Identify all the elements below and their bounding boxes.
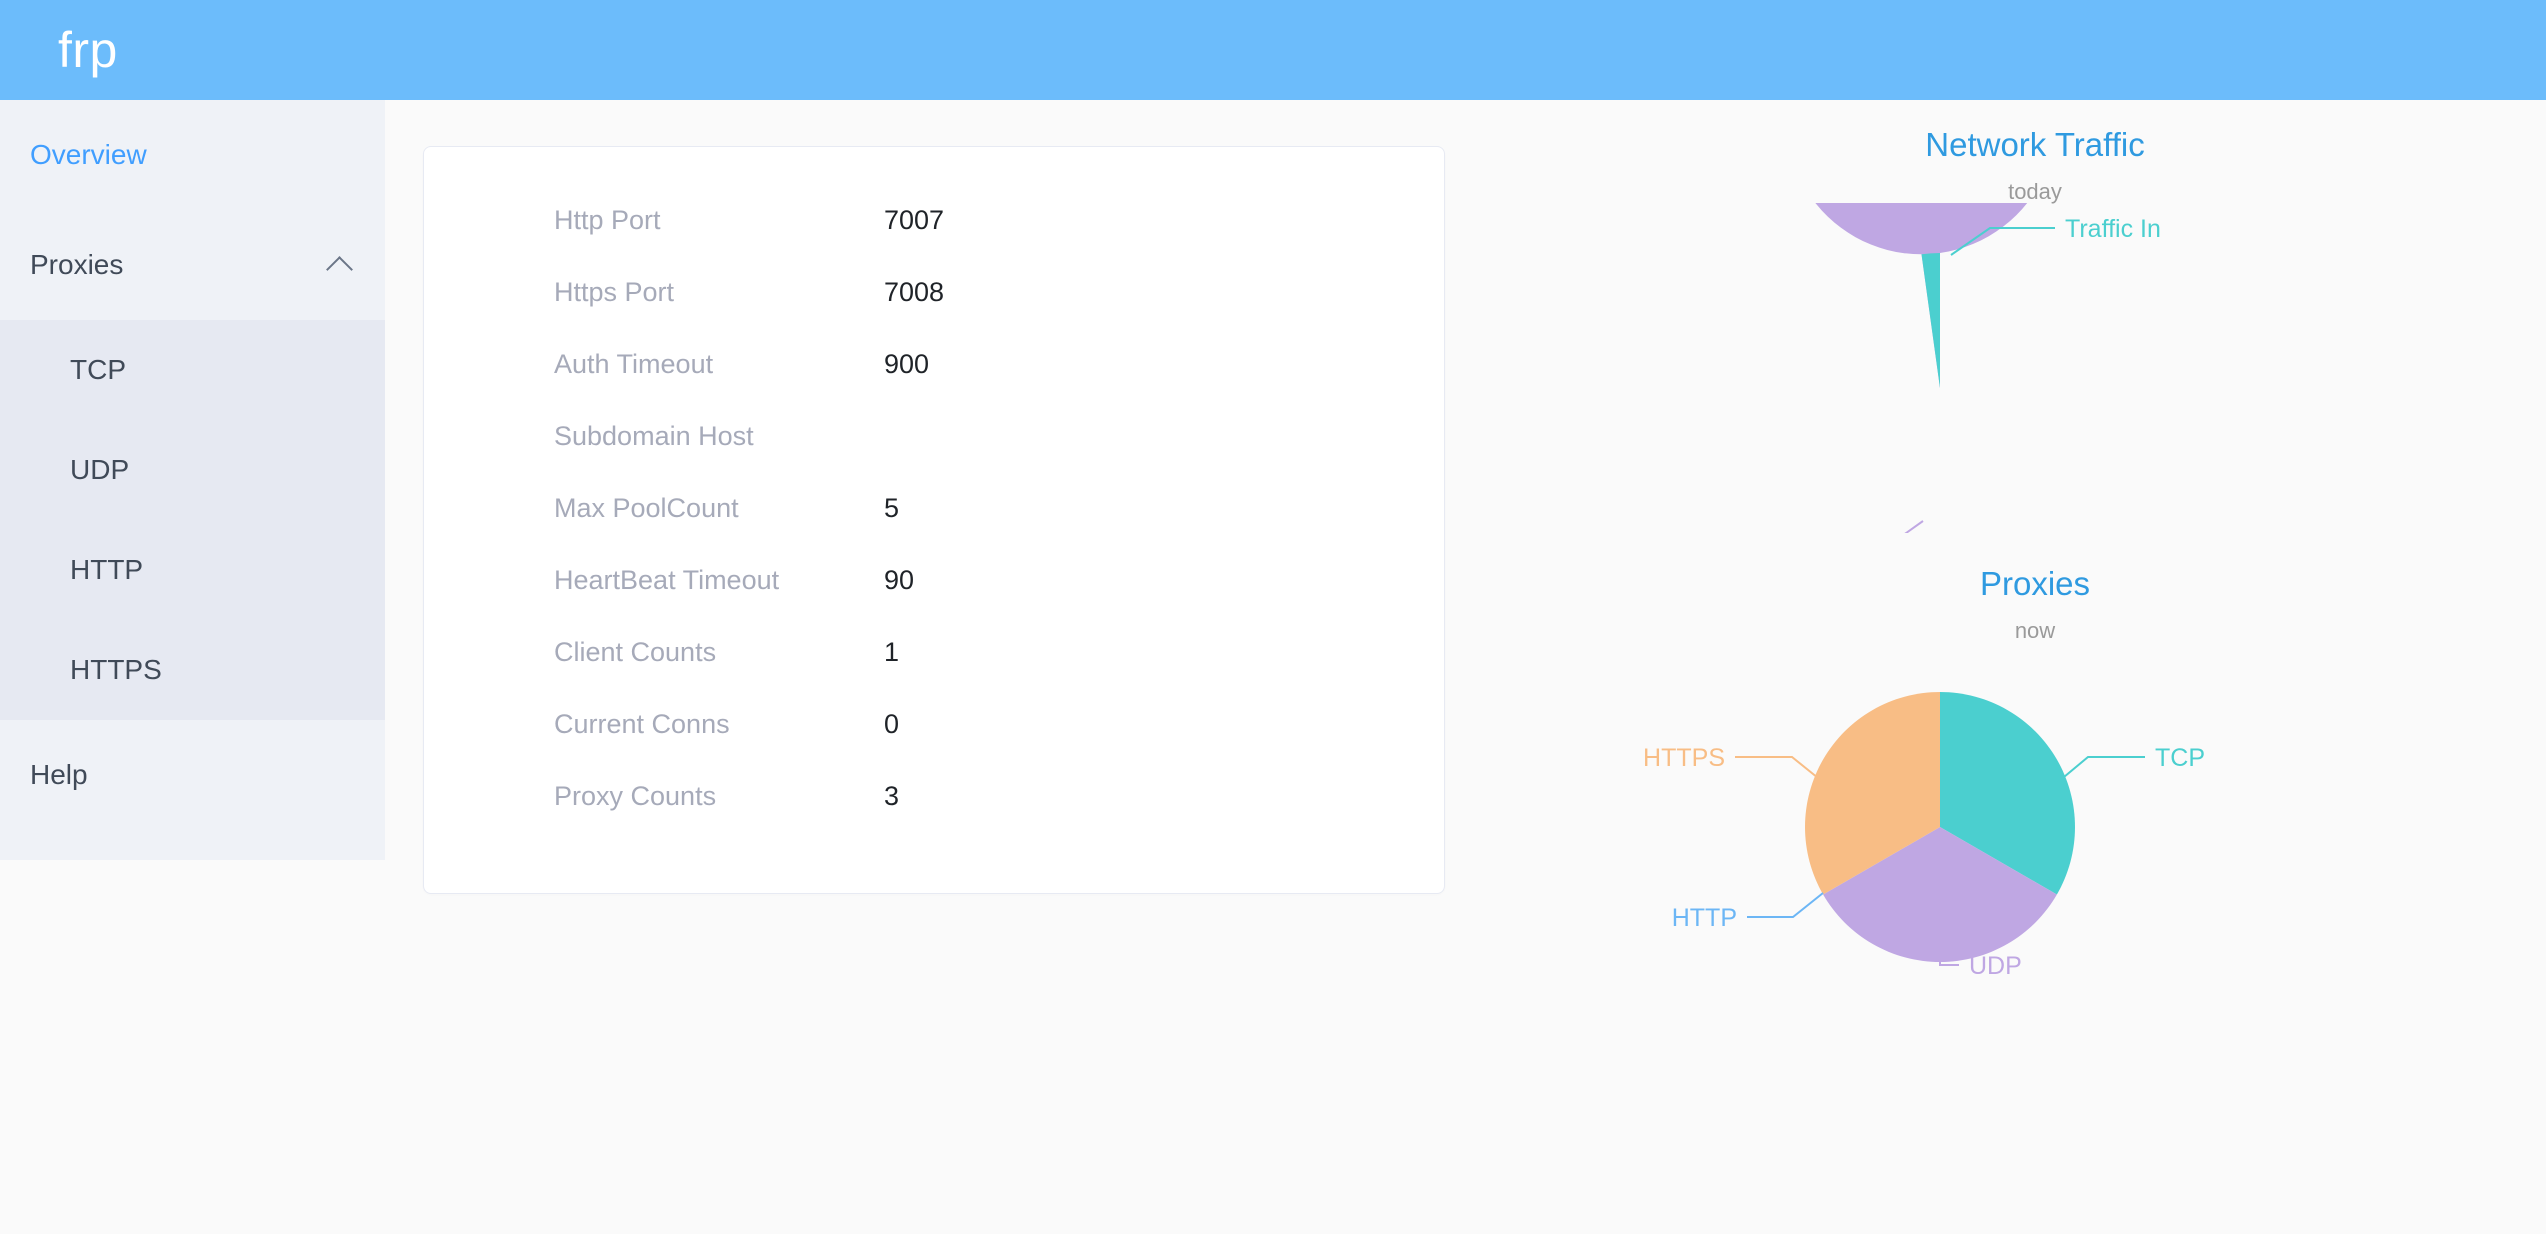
server-info-card: Http Port 7007 Https Port 7008 Auth Time… [423,146,1445,894]
info-label: HeartBeat Timeout [554,565,780,595]
info-label: Subdomain Host [554,421,754,451]
pie-slice-tcp[interactable] [1940,692,2075,895]
info-label: Http Port [554,205,661,235]
pie-slice-traffic-in[interactable] [1921,253,1941,388]
network-traffic-canvas: Traffic In Traffic Out [1535,203,2535,533]
info-value: 1 [884,637,900,667]
info-label: Auth Timeout [554,349,714,379]
pie-label-traffic-in: Traffic In [2065,215,2161,243]
leader-line-udp [1939,962,1959,966]
pie-slice-traffic-out[interactable] [1786,203,2056,388]
proxies-subtitle: now [2014,618,2056,643]
main-content: Http Port 7007 Https Port 7008 Auth Time… [385,100,2546,1234]
leader-line-traffic-out [1904,520,1924,533]
sidebar-item-http-label: HTTP [70,554,144,585]
info-value: 0 [884,709,900,739]
proxies-canvas: TCP HTTPS HTTP UDP [1535,642,2535,982]
app-logo: frp [58,22,118,78]
network-traffic-chart: Network Traffic today Traffic In Traffic… [1535,128,2535,533]
info-value: 5 [884,493,900,523]
leader-line-tcp [2057,756,2145,783]
network-traffic-pie-svg: Traffic In Traffic Out [1786,203,2161,533]
sidebar-submenu-proxies: TCP UDP HTTP HTTPS [0,320,385,720]
info-label: Proxy Counts [554,781,717,811]
info-row-max-poolcount: Max PoolCount 5 [424,495,1444,567]
info-value: 900 [884,349,930,379]
leader-line-traffic-in [1950,227,2055,256]
info-row-subdomain-host: Subdomain Host [424,423,1444,495]
info-row-heartbeat-timeout: HeartBeat Timeout 90 [424,567,1444,639]
info-row-current-conns: Current Conns 0 [424,711,1444,783]
sidebar-group-proxies[interactable]: Proxies [0,210,385,320]
pie-label-udp: UDP [1969,952,2022,980]
info-label: Max PoolCount [554,493,739,523]
sidebar-item-tcp-label: TCP [70,354,126,385]
sidebar-item-tcp[interactable]: TCP [0,320,385,420]
info-row-auth-timeout: Auth Timeout 900 [424,351,1444,423]
info-label: Client Counts [554,637,717,667]
pie-label-http: HTTP [1672,904,1737,932]
chevron-up-icon[interactable] [327,252,353,278]
leader-line-https [1735,756,1824,783]
proxies-chart: Proxies now TCP HTTPS [1535,567,2535,982]
pie-slice-https[interactable] [1805,692,1940,895]
info-label: Current Conns [554,709,730,739]
pie-label-tcp: TCP [2155,744,2205,772]
sidebar-item-https[interactable]: HTTPS [0,620,385,720]
sidebar-item-overview[interactable]: Overview [0,100,385,210]
info-value: 3 [884,781,900,811]
pie-slice-udp[interactable] [1823,827,2057,962]
sidebar: Overview Proxies TCP UDP HTTP HTTPS Help [0,100,385,860]
proxies-title: Proxies [1979,565,2091,602]
sidebar-item-udp-label: UDP [70,454,130,485]
info-value: 7008 [884,277,945,307]
sidebar-item-udp[interactable]: UDP [0,420,385,520]
sidebar-group-proxies-label: Proxies [30,249,124,280]
sidebar-item-help[interactable]: Help [0,720,385,830]
info-row-https-port: Https Port 7008 [424,279,1444,351]
sidebar-item-http[interactable]: HTTP [0,520,385,620]
info-value: 7007 [884,205,945,235]
info-row-proxy-counts: Proxy Counts 3 [424,783,1444,855]
info-value: 90 [884,565,915,595]
info-label: Https Port [554,277,675,307]
charts-column: Network Traffic today Traffic In Traffic… [1535,100,2535,982]
pie-label-https: HTTPS [1643,744,1725,772]
proxies-pie-svg: TCP HTTPS HTTP UDP [1643,692,2205,980]
info-row-http-port: Http Port 7007 [424,207,1444,279]
sidebar-item-overview-label: Overview [30,139,147,170]
sidebar-item-help-label: Help [30,759,88,790]
network-traffic-subtitle: today [2008,179,2062,204]
info-row-client-counts: Client Counts 1 [424,639,1444,711]
app-header: frp [0,0,2546,100]
server-info-list: Http Port 7007 Https Port 7008 Auth Time… [424,147,1444,855]
leader-line-http [1747,892,1824,918]
sidebar-bottom-spacer [0,830,385,860]
network-traffic-title: Network Traffic [1925,126,2145,163]
sidebar-item-https-label: HTTPS [70,654,162,685]
